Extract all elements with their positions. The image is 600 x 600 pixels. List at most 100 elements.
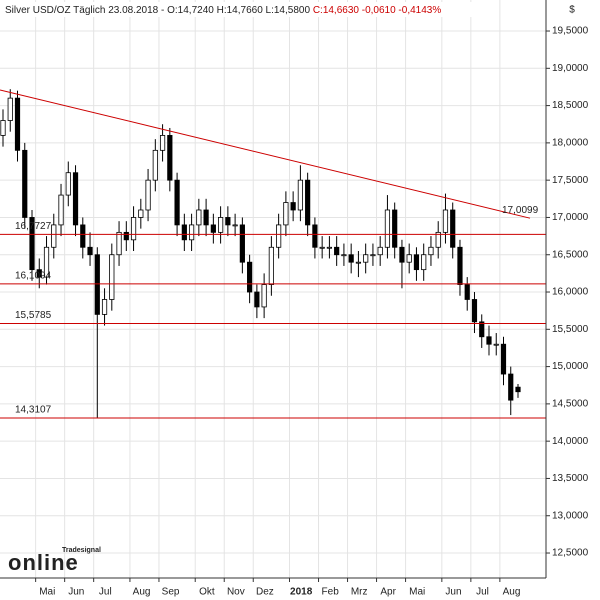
candle-body (471, 299, 478, 323)
y-tick-label: 15,5000 (552, 324, 589, 335)
candle-body (7, 97, 13, 121)
x-tick-label: Jul (99, 587, 112, 598)
grid: 12,5000 13,0000 13,5000 14,0000 14,5000 15,00… (0, 0, 589, 598)
x-tick-label: 2018 (290, 587, 313, 598)
y-tick-label: 13,0000 (552, 510, 589, 521)
x-tick-label: Mai (39, 587, 55, 598)
x-tick-label: Mai (409, 587, 425, 598)
candle-body (188, 224, 195, 241)
candle-body (203, 209, 209, 226)
change-text: C:14,6630 -0,0610 -0,4143% (313, 5, 442, 16)
candle-body (399, 246, 405, 263)
level-label: 14,3107 (15, 405, 52, 416)
candle-body (210, 224, 216, 233)
y-axis-label: $ (569, 5, 575, 16)
watermark-brand: Tradesignal (62, 547, 101, 554)
candle-body (268, 246, 274, 285)
candle-body (109, 254, 115, 300)
candle-body (435, 231, 441, 248)
candle-body (283, 202, 289, 226)
candle-body (464, 284, 470, 300)
candle-body (515, 386, 521, 393)
x-tick-label: Nov (227, 587, 245, 598)
x-tick-label: Okt (199, 587, 215, 598)
candle-body (508, 373, 514, 401)
y-tick-label: 16,0000 (552, 287, 589, 298)
candle-body (145, 179, 151, 211)
y-tick-label: 15,0000 (552, 361, 589, 372)
candle-body (65, 172, 71, 196)
candle-body (87, 246, 93, 256)
trendline (0, 89, 531, 219)
candle-body (167, 135, 173, 181)
candle-body (348, 254, 354, 263)
candle-body (384, 209, 391, 248)
candle-body (500, 343, 507, 375)
candle-body (239, 224, 245, 263)
chart-title: Silver USD/OZ Täglich (5, 5, 105, 16)
candle-body (297, 179, 303, 211)
y-tick-label: 12,5000 (552, 548, 589, 559)
candle-body (43, 246, 50, 278)
y-tick-label: 17,5000 (552, 175, 589, 186)
x-tick-label: Sep (162, 587, 180, 598)
candle-body (305, 179, 311, 226)
level-label: 16,1094 (15, 271, 52, 282)
candle-body (22, 149, 28, 218)
candle-body (80, 224, 86, 248)
candle-body (58, 194, 64, 226)
candle-body (138, 209, 144, 218)
candle-body (196, 209, 202, 226)
candle-body (363, 254, 369, 263)
candle-body (72, 172, 79, 226)
candle-body (159, 135, 166, 151)
candle-body (486, 336, 492, 345)
header: Silver USD/OZ Täglich 23.08.2018 - O:14,… (5, 5, 441, 16)
candle-body (218, 217, 224, 233)
y-tick-label: 19,0000 (552, 63, 589, 74)
candle-body (261, 284, 267, 308)
candle-body (94, 254, 100, 315)
plot (0, 89, 521, 419)
candle-body (276, 224, 282, 248)
candle-body (101, 299, 108, 315)
x-tick-label: Feb (322, 587, 340, 598)
candle-body (36, 269, 42, 278)
x-tick-label: Jun (445, 587, 461, 598)
candle-body (421, 254, 427, 271)
y-tick-label: 14,5000 (552, 399, 589, 410)
candle-body (457, 246, 463, 285)
overlay: 16,7727 16,1094 15,5785 14,3107 17,0099 (0, 89, 546, 419)
candle-body (319, 246, 325, 249)
candle-body (225, 217, 231, 226)
chart-subtitle: 23.08.2018 - O:14,7240 H:14,7660 L:14,58… (108, 5, 310, 16)
x-tick-label: Jun (68, 587, 84, 598)
x-tick-label: Dez (256, 587, 274, 598)
watermark-logo: online (8, 550, 79, 575)
candle-body (181, 224, 187, 241)
candle-body (51, 224, 57, 248)
candle-body (130, 217, 137, 241)
candle-body (355, 261, 362, 264)
candle-body (29, 217, 35, 271)
candle-body (392, 209, 398, 248)
candle-body (326, 246, 333, 249)
x-tick-label: Aug (133, 587, 151, 598)
y-tick-label: 16,5000 (552, 249, 589, 260)
candle-body (479, 321, 485, 338)
trendline-label: 17,0099 (502, 205, 539, 216)
candle-body (493, 343, 499, 346)
candle-body (442, 209, 449, 233)
x-tick-label: Mrz (351, 587, 368, 598)
candle-body (152, 149, 158, 181)
candle-body (377, 246, 383, 256)
candle-body (370, 254, 376, 257)
level-label: 16,7727 (15, 221, 52, 232)
candle-body (413, 254, 420, 271)
y-tick-label: 14,0000 (552, 436, 589, 447)
x-tick-label: Aug (503, 587, 521, 598)
candle-body (0, 120, 6, 136)
level-label: 15,5785 (15, 310, 52, 321)
